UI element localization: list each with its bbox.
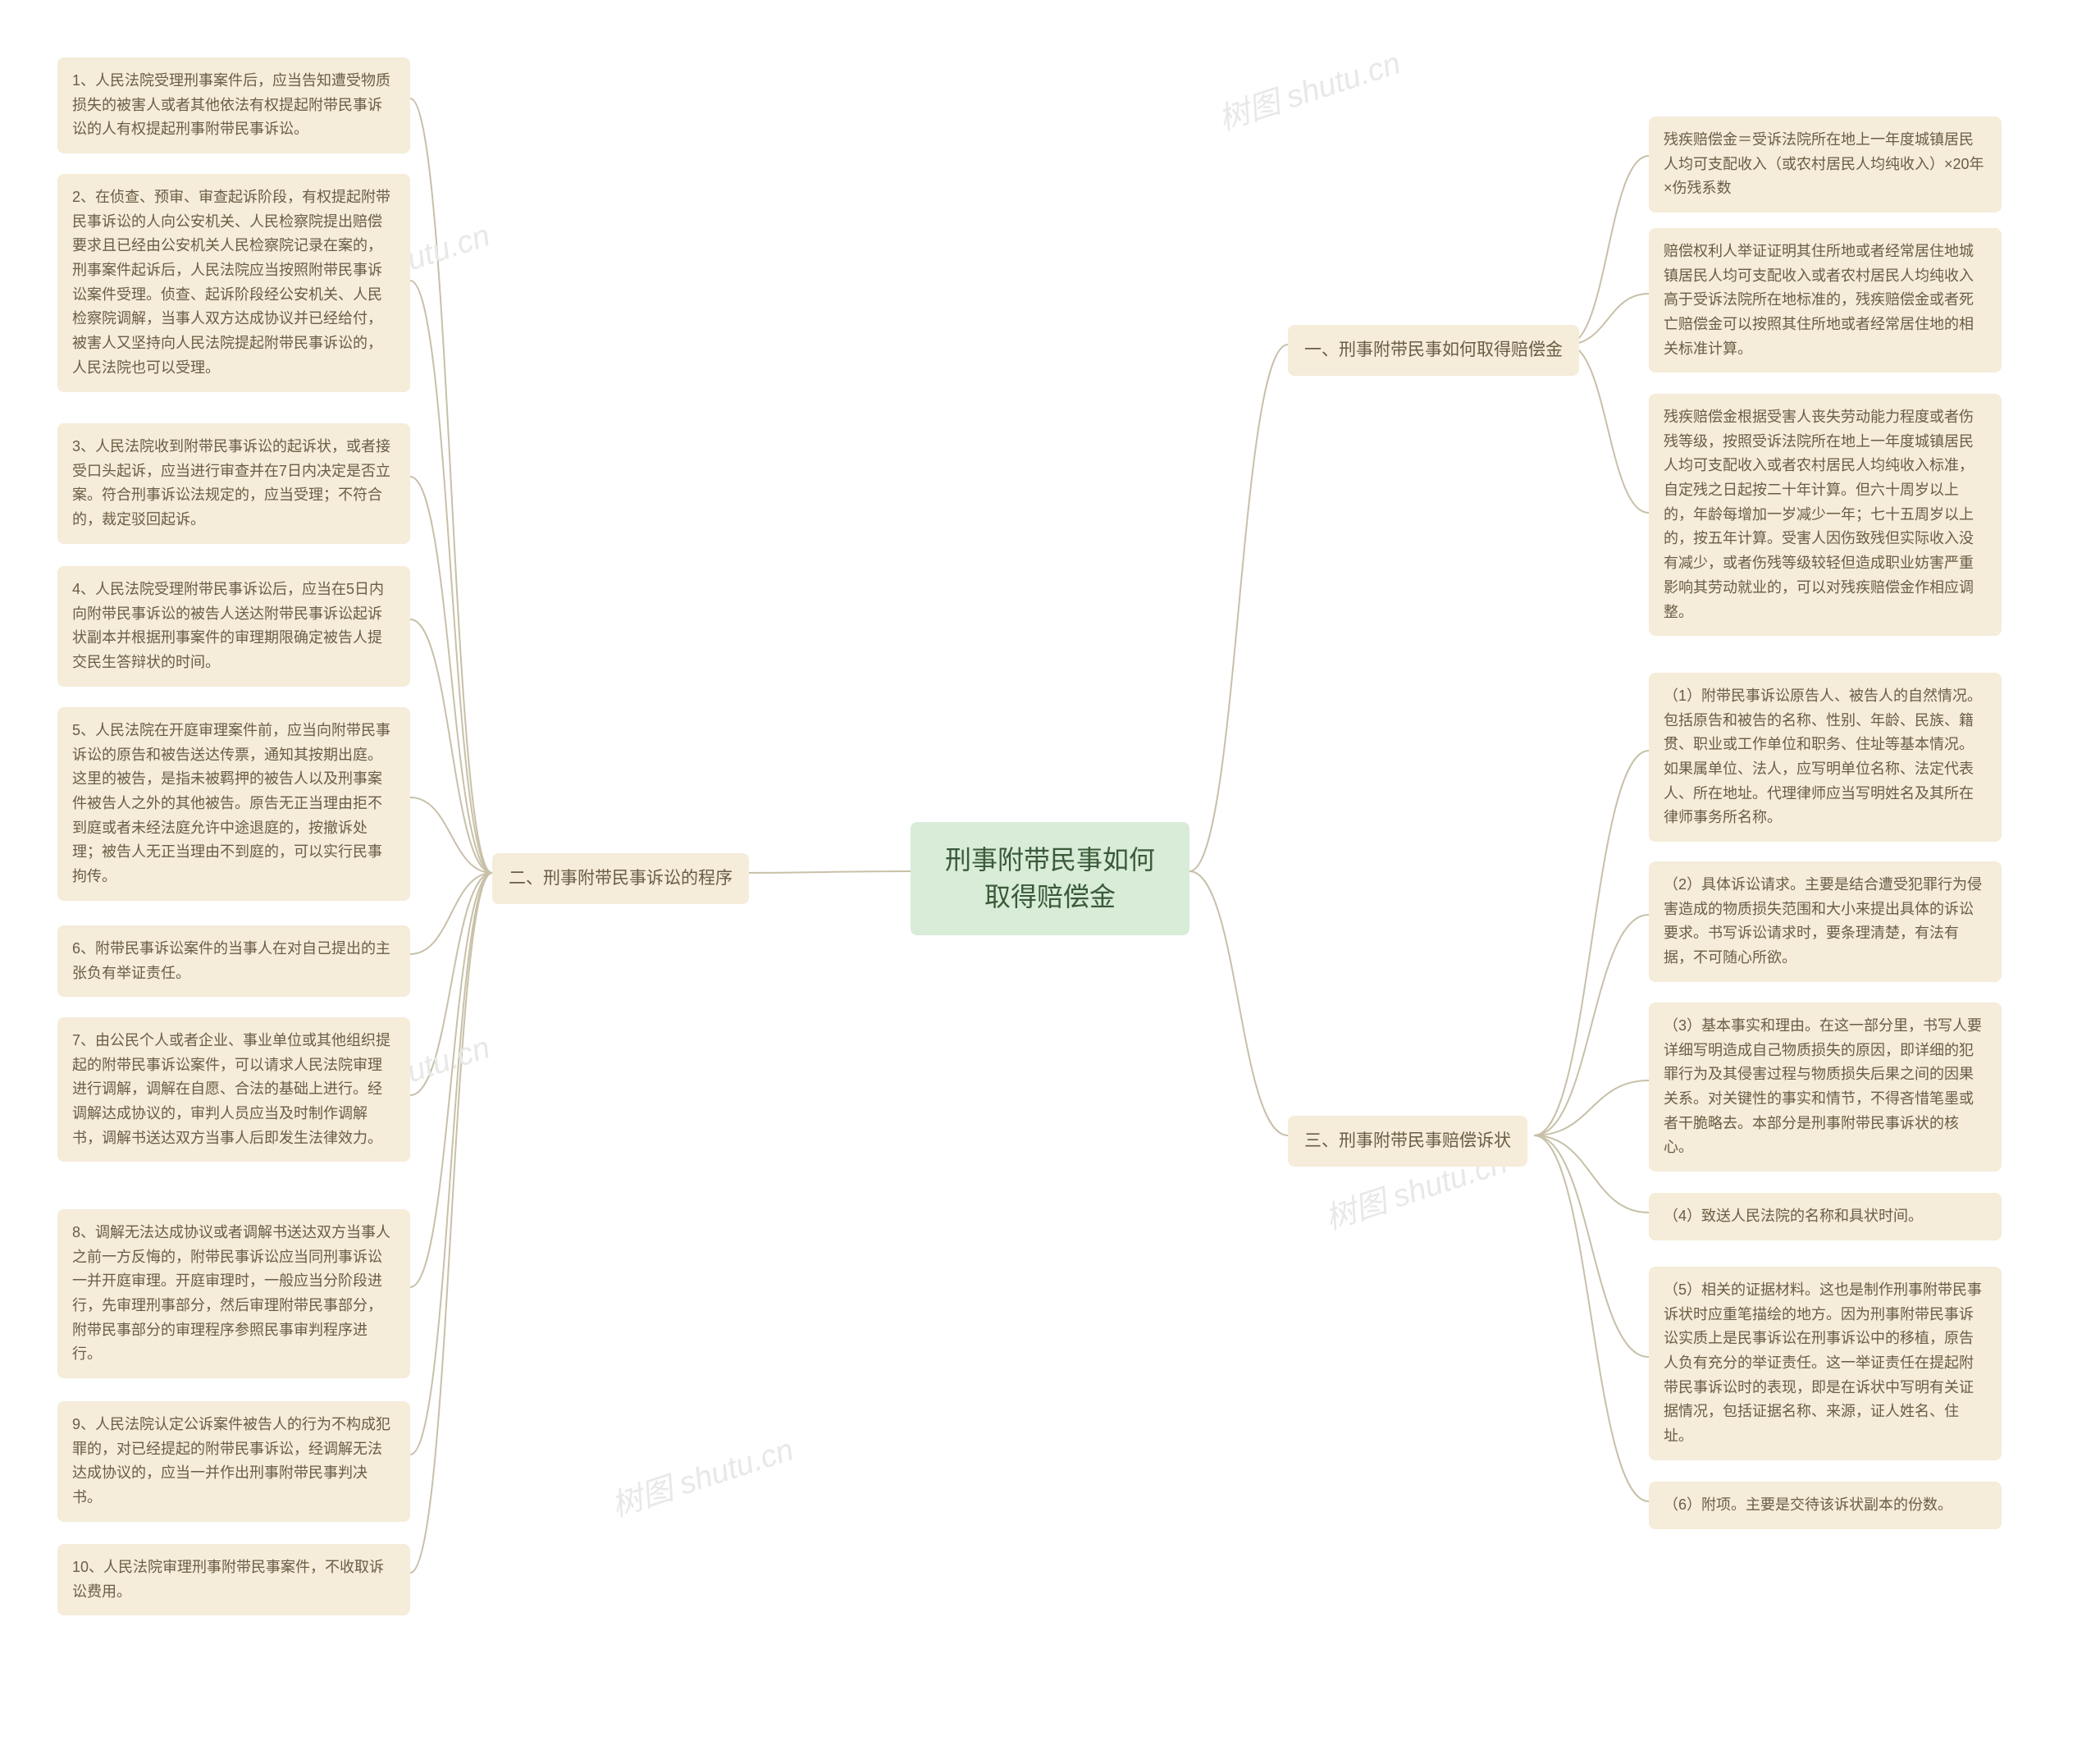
- leaf-node: 2、在侦查、预审、审查起诉阶段，有权提起附带民事诉讼的人向公安机关、人民检察院提…: [57, 174, 410, 392]
- leaf-node: （2）具体诉讼请求。主要是结合遭受犯罪行为侵害造成的物质损失范围和大小来提出具体…: [1649, 861, 2002, 982]
- leaf-node: 7、由公民个人或者企业、事业单位或其他组织提起的附带民事诉讼案件，可以请求人民法…: [57, 1017, 410, 1162]
- branch-node: 二、刑事附带民事诉讼的程序: [492, 853, 749, 904]
- center-node: 刑事附带民事如何取得赔偿金: [911, 822, 1189, 935]
- leaf-node: （4）致送人民法院的名称和具状时间。: [1649, 1193, 2002, 1240]
- watermark: 树图 shutu.cn: [605, 1424, 798, 1525]
- leaf-node: 赔偿权利人举证证明其住所地或者经常居住地城镇居民人均可支配收入或者农村居民人均纯…: [1649, 228, 2002, 372]
- leaf-node: 1、人民法院受理刑事案件后，应当告知遭受物质损失的被害人或者其他依法有权提起附带…: [57, 57, 410, 153]
- mindmap-canvas: 树图 shutu.cn树图 shutu.cn树图 shutu.cn树图 shut…: [0, 0, 2100, 1745]
- leaf-node: 残疾赔偿金＝受诉法院所在地上一年度城镇居民人均可支配收入（或农村居民人均纯收入）…: [1649, 116, 2002, 212]
- leaf-node: 6、附带民事诉讼案件的当事人在对自己提出的主张负有举证责任。: [57, 925, 410, 997]
- leaf-node: 4、人民法院受理附带民事诉讼后，应当在5日内向附带民事诉讼的被告人送达附带民事诉…: [57, 566, 410, 687]
- leaf-node: （5）相关的证据材料。这也是制作刑事附带民事诉状时应重笔描绘的地方。因为刑事附带…: [1649, 1267, 2002, 1460]
- leaf-node: （6）附项。主要是交待该诉状副本的份数。: [1649, 1482, 2002, 1529]
- leaf-node: 3、人民法院收到附带民事诉讼的起诉状，或者接受口头起诉，应当进行审查并在7日内决…: [57, 423, 410, 544]
- branch-node: 一、刑事附带民事如何取得赔偿金: [1288, 325, 1579, 376]
- leaf-node: （1）附带民事诉讼原告人、被告人的自然情况。包括原告和被告的名称、性别、年龄、民…: [1649, 673, 2002, 842]
- leaf-node: 10、人民法院审理刑事附带民事案件，不收取诉讼费用。: [57, 1544, 410, 1615]
- leaf-node: （3）基本事实和理由。在这一部分里，书写人要详细写明造成自己物质损失的原因，即详…: [1649, 1003, 2002, 1172]
- branch-node: 三、刑事附带民事赔偿诉状: [1288, 1116, 1527, 1167]
- watermark: 树图 shutu.cn: [1212, 38, 1405, 139]
- leaf-node: 9、人民法院认定公诉案件被告人的行为不构成犯罪的，对已经提起的附带民事诉讼，经调…: [57, 1401, 410, 1522]
- leaf-node: 8、调解无法达成协议或者调解书送达双方当事人之前一方反悔的，附带民事诉讼应当同刑…: [57, 1209, 410, 1378]
- leaf-node: 5、人民法院在开庭审理案件前，应当向附带民事诉讼的原告和被告送达传票，通知其按期…: [57, 707, 410, 901]
- leaf-node: 残疾赔偿金根据受害人丧失劳动能力程度或者伤残等级，按照受诉法院所在地上一年度城镇…: [1649, 394, 2002, 636]
